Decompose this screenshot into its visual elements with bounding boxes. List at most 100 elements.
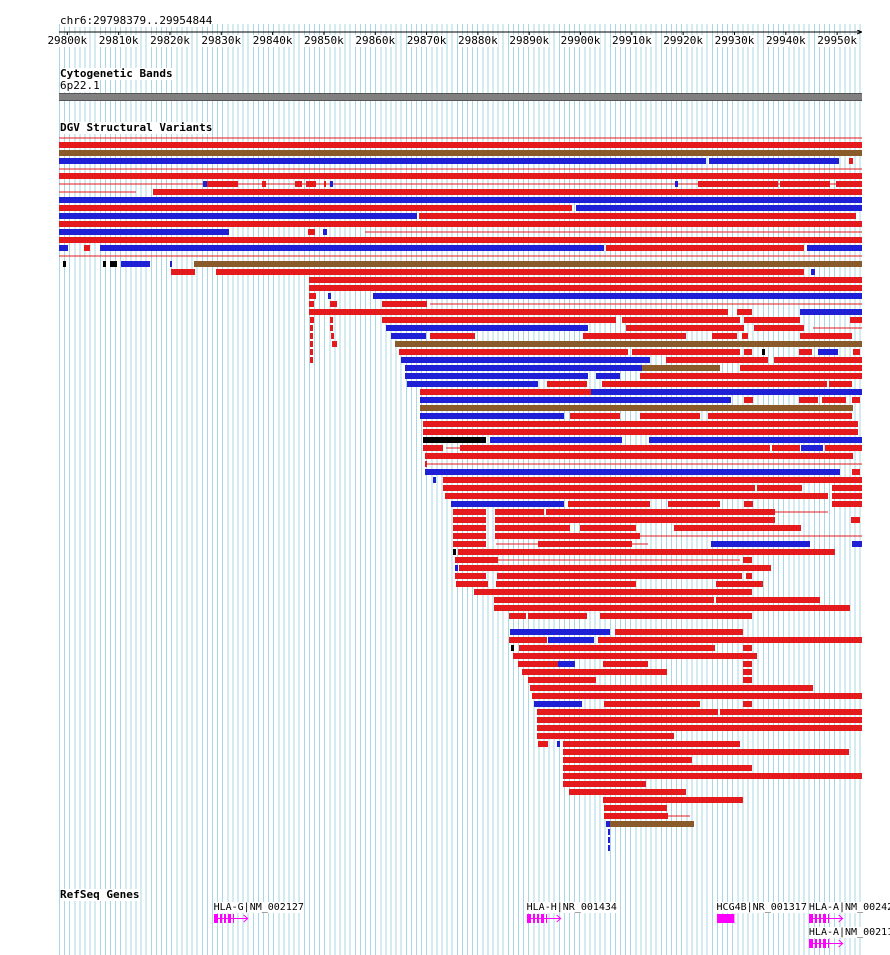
variant-97[interactable] [642,365,720,371]
variant-206[interactable] [743,701,752,707]
variant-150[interactable] [495,517,775,523]
variant-139[interactable] [832,493,862,499]
variant-24[interactable] [576,205,862,211]
variant-164[interactable] [453,549,456,555]
variant-174[interactable] [456,581,488,587]
variant-181[interactable] [509,613,526,619]
variant-197[interactable] [522,669,667,675]
gene-label-1[interactable]: HLA-H|NR_001434 [526,902,617,913]
variant-82[interactable] [395,341,862,347]
variant-72[interactable] [310,333,313,339]
variant-68[interactable] [386,325,588,331]
variant-57[interactable] [309,309,728,315]
variant-27[interactable] [59,221,862,227]
variant-203[interactable] [534,701,582,707]
variant-115[interactable] [640,413,700,419]
variant-215[interactable] [563,749,849,755]
variant-214[interactable] [563,741,740,747]
variant-124[interactable] [460,445,770,451]
variant-59[interactable] [800,309,862,315]
variant-183[interactable] [600,613,752,619]
variant-141[interactable] [568,501,650,507]
variant-143[interactable] [744,501,753,507]
variant-138[interactable] [445,493,828,499]
variant-2[interactable] [59,150,862,156]
variant-144[interactable] [832,501,862,507]
variant-135[interactable] [443,485,755,491]
variant-74[interactable] [391,333,426,339]
variant-30[interactable] [323,229,327,235]
variant-110[interactable] [822,397,846,403]
variant-101[interactable] [407,381,538,387]
variant-86[interactable] [744,349,752,355]
variant-84[interactable] [399,349,628,355]
gene-model-4[interactable] [808,938,845,950]
variant-50[interactable] [309,293,316,299]
variant-99[interactable] [596,373,620,379]
variant-104[interactable] [829,381,852,387]
variant-192[interactable] [513,653,757,659]
variant-52[interactable] [373,293,862,299]
variant-210[interactable] [537,725,862,731]
variant-218[interactable] [563,773,862,779]
variant-125[interactable] [772,445,800,451]
variant-117[interactable] [423,421,858,427]
variant-175[interactable] [496,581,636,587]
variant-118[interactable] [423,429,858,435]
variant-227[interactable] [606,821,610,827]
variant-37[interactable] [807,245,862,251]
variant-131[interactable] [425,469,840,475]
variant-147[interactable] [546,509,775,515]
variant-43[interactable] [170,261,172,267]
variant-36[interactable] [606,245,804,251]
variant-70[interactable] [754,325,804,331]
variant-182[interactable] [528,613,587,619]
variant-21[interactable] [153,189,862,195]
variant-163[interactable] [852,541,862,547]
variant-18[interactable] [780,181,830,187]
variant-166[interactable] [455,557,498,563]
variant-176[interactable] [716,581,763,587]
variant-35[interactable] [100,245,604,251]
variant-112[interactable] [420,405,853,411]
variant-92[interactable] [401,357,650,363]
variant-152[interactable] [453,525,486,531]
variant-225[interactable] [608,813,668,819]
gene-label-2[interactable]: HCG4B|NR_001317 [716,902,807,913]
variant-122[interactable] [423,445,443,451]
variant-136[interactable] [757,485,802,491]
variant-85[interactable] [632,349,740,355]
variant-156[interactable] [453,533,486,539]
variant-62[interactable] [382,317,616,323]
variant-193[interactable] [518,661,558,667]
variant-11[interactable] [262,181,266,187]
variant-89[interactable] [818,349,838,355]
variant-76[interactable] [583,333,686,339]
variant-108[interactable] [744,397,753,403]
variant-53[interactable] [309,301,314,307]
variant-80[interactable] [310,341,313,347]
variant-173[interactable] [746,573,752,579]
variant-191[interactable] [743,645,752,651]
variant-5[interactable] [849,158,853,164]
variant-90[interactable] [853,349,860,355]
variant-126[interactable] [801,445,823,451]
gene-label-4[interactable]: HLA-A|NM_002116 [808,927,890,938]
variant-17[interactable] [698,181,778,187]
cytoband-track-title[interactable]: Cytogenetic Bands [60,67,173,80]
variant-198[interactable] [743,669,752,675]
variant-44[interactable] [194,261,862,267]
variant-39[interactable] [63,261,66,267]
variant-146[interactable] [495,509,544,515]
variant-168[interactable] [743,557,752,563]
variant-186[interactable] [509,637,547,643]
refseq-track-title[interactable]: RefSeq Genes [60,888,140,901]
variant-212[interactable] [538,741,548,747]
variant-54[interactable] [330,301,337,307]
variant-28[interactable] [59,229,229,235]
variant-96[interactable] [740,365,862,371]
variant-188[interactable] [598,637,862,643]
variant-120[interactable] [490,437,622,443]
variant-226[interactable] [608,821,694,827]
